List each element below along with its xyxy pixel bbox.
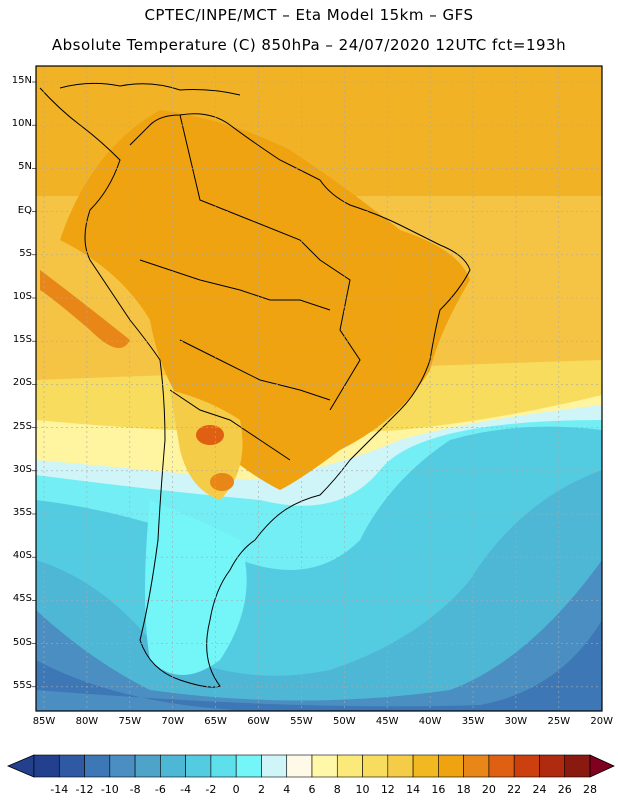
colorbar-segment (286, 754, 313, 778)
colorbar (6, 754, 615, 778)
colorbar-segment (160, 754, 186, 778)
colorbar-segment (336, 754, 363, 778)
lon-label: 60W (247, 716, 270, 727)
colorbar-label: 26 (557, 783, 572, 796)
colorbar-label: 8 (333, 783, 341, 796)
colorbar-label: 4 (283, 783, 291, 796)
lat-label: 10N (11, 118, 32, 130)
lat-label: 35S (12, 507, 32, 518)
colorbar-segment (488, 754, 515, 778)
chart-title-line-2: Absolute Temperature (C) 850hPa – 24/07/… (51, 36, 567, 54)
colorbar-label: -14 (50, 783, 69, 796)
colorbar-segment (84, 754, 111, 778)
lon-label: 80W (75, 716, 99, 727)
colorbar-label: 14 (406, 783, 421, 796)
map-frame (35, 65, 603, 712)
colorbar-segment (235, 754, 262, 778)
lon-label: 50W (332, 716, 356, 727)
map-grid (32, 66, 603, 711)
colorbar-label: 10 (355, 783, 370, 796)
lat-label: 15N (11, 75, 32, 86)
colorbar-label: 18 (456, 783, 471, 796)
colorbar-segment (362, 754, 389, 778)
colorbar-arrow-right (589, 754, 615, 778)
colorbar-label: 6 (308, 783, 316, 796)
colorbar-label: 28 (583, 783, 597, 796)
colorbar-segment (185, 754, 212, 778)
lat-label: 20S (12, 377, 32, 389)
lat-label: 30S (12, 463, 32, 475)
colorbar-segment (33, 754, 60, 778)
colorbar-label: 20 (481, 783, 496, 796)
chart-title-line-1: CPTEC/INPE/MCT – Eta Model 15km – GFS (144, 6, 474, 24)
lat-label: 50S (12, 636, 32, 648)
colorbar-arrow-left (6, 754, 35, 778)
lon-label: 70W (161, 716, 184, 727)
colorbar-segment (412, 754, 439, 778)
colorbar-label: -4 (180, 783, 192, 796)
colorbar-segment (311, 754, 338, 778)
colorbar-segment (134, 754, 161, 778)
lat-label: 55S (12, 679, 32, 691)
colorbar-segment (564, 754, 591, 778)
colorbar-label: 24 (532, 783, 547, 796)
lon-label: 55W (290, 716, 313, 727)
lon-label: 35W (461, 716, 485, 727)
temperature-field (36, 66, 602, 711)
colorbar-segment (387, 754, 414, 778)
lon-label: 65W (204, 716, 227, 727)
colorbar-segment (109, 754, 136, 778)
colorbar-segment (438, 754, 464, 778)
lon-label: 45W (375, 716, 399, 727)
colorbar-label: 2 (257, 783, 265, 796)
colorbar-segment (463, 754, 490, 778)
lat-label: 25S (12, 420, 32, 432)
lat-label: 40S (12, 550, 32, 562)
colorbar-label: 0 (232, 783, 240, 796)
lon-label: 30W (504, 716, 528, 727)
lon-label: 40W (418, 716, 442, 727)
colorbar-segment (58, 754, 85, 778)
lat-label: 5S (19, 247, 32, 259)
lat-label: 15S (12, 334, 32, 346)
lat-label: EQ (17, 204, 32, 216)
colorbar-segment (210, 754, 237, 778)
lat-label: 45S (12, 593, 32, 605)
colorbar-label: -12 (75, 783, 94, 796)
lon-label: 25W (547, 716, 571, 727)
coastlines (39, 82, 471, 688)
lon-label: 85W (32, 716, 56, 727)
colorbar-label: 16 (431, 783, 446, 796)
colorbar-label: 12 (380, 783, 395, 796)
colorbar-label: -8 (129, 783, 141, 796)
lat-label: 5N (18, 161, 32, 173)
colorbar-segment (261, 754, 288, 778)
lat-label: 10S (12, 291, 32, 302)
lon-label: 75W (118, 716, 142, 727)
colorbar-label: -6 (154, 783, 166, 796)
colorbar-segment (539, 754, 566, 778)
colorbar-label: 22 (507, 783, 522, 796)
lon-label: 20W (590, 716, 613, 727)
colorbar-segment (513, 754, 540, 778)
colorbar-label: -2 (205, 783, 217, 796)
colorbar-label: -10 (100, 783, 119, 796)
